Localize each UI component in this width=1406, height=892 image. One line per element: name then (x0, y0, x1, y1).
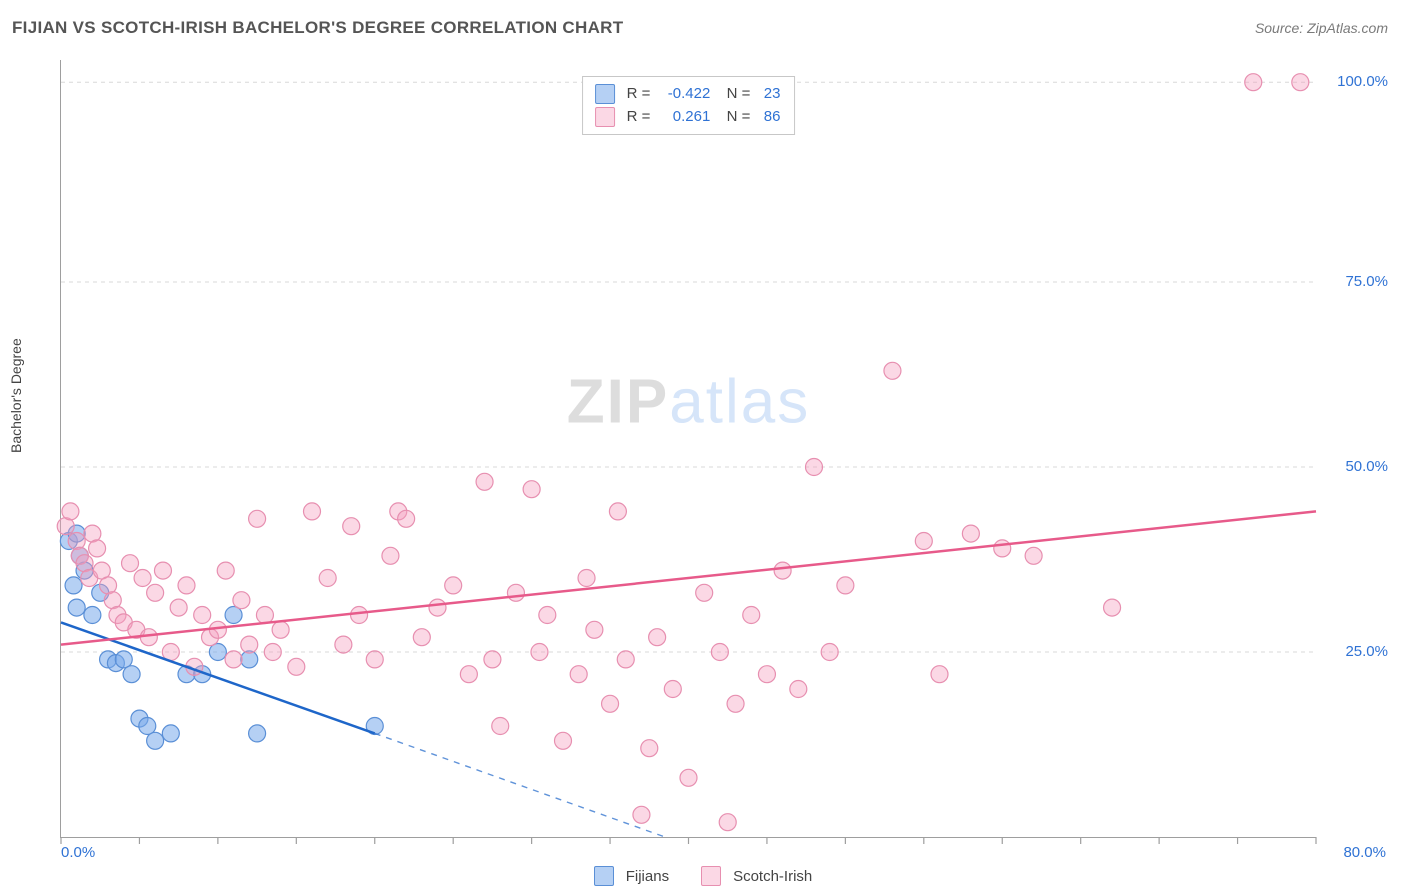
y-tick-label: 25.0% (1345, 643, 1388, 660)
stats-label: R = (627, 83, 651, 106)
legend-swatch-scotch (701, 866, 721, 886)
stats-label: N = (718, 106, 750, 129)
stats-R-scotch: 0.261 (658, 106, 710, 129)
stats-label: N = (718, 83, 750, 106)
plot-wrap: Bachelor's Degree ZIPatlas R = -0.422 N … (12, 48, 1394, 858)
stats-R-fijians: -0.422 (658, 83, 710, 106)
source-label: Source: ZipAtlas.com (1255, 20, 1388, 36)
bottom-legend: Fijians Scotch-Irish (0, 866, 1406, 886)
x-axis-label-max: 80.0% (1343, 844, 1386, 861)
legend-label-scotch: Scotch-Irish (733, 868, 812, 885)
stats-label: R = (627, 106, 651, 129)
chart-title: FIJIAN VS SCOTCH-IRISH BACHELOR'S DEGREE… (12, 18, 623, 38)
stats-row-scotch: R = 0.261 N = 86 (595, 106, 781, 129)
legend-item-fijians: Fijians (594, 866, 669, 886)
legend-item-scotch: Scotch-Irish (701, 866, 812, 886)
legend-swatch-fijians (594, 866, 614, 886)
swatch-scotch (595, 107, 615, 127)
y-axis-label: Bachelor's Degree (8, 338, 24, 453)
chart-container: FIJIAN VS SCOTCH-IRISH BACHELOR'S DEGREE… (0, 0, 1406, 892)
x-axis-label-min: 0.0% (61, 844, 95, 861)
plot-area: ZIPatlas R = -0.422 N = 23 R = 0.261 N =… (60, 60, 1316, 838)
legend-label-fijians: Fijians (626, 868, 669, 885)
stats-N-scotch: 86 (758, 106, 780, 129)
y-tick-label: 50.0% (1345, 458, 1388, 475)
swatch-fijians (595, 84, 615, 104)
stats-N-fijians: 23 (758, 83, 780, 106)
stats-row-fijians: R = -0.422 N = 23 (595, 83, 781, 106)
y-tick-label: 75.0% (1345, 273, 1388, 290)
stats-box: R = -0.422 N = 23 R = 0.261 N = 86 (582, 76, 796, 135)
plot-svg (61, 60, 1316, 837)
y-tick-label: 100.0% (1337, 73, 1388, 90)
